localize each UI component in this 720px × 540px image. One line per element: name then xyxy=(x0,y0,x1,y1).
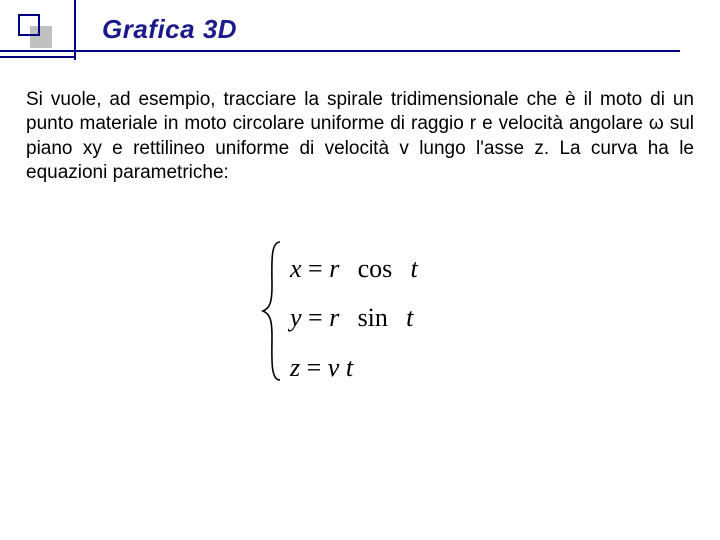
equation-row-2: y = r sin t xyxy=(290,293,418,342)
eq-var: r xyxy=(329,254,339,283)
equation-lines: x = r cos t y = r sin t z = v t xyxy=(290,244,418,392)
eq-space xyxy=(346,303,351,332)
eq-var: v xyxy=(328,353,340,382)
eq-space xyxy=(399,254,404,283)
slide-header: Grafica 3D xyxy=(0,0,720,60)
eq-fn: cos xyxy=(358,254,393,283)
header-underline-long xyxy=(0,50,680,52)
eq-arg: t xyxy=(406,303,413,332)
eq-var: r xyxy=(329,303,339,332)
eq-fn: sin xyxy=(358,303,388,332)
eq-lhs: y xyxy=(290,303,302,332)
eq-arg: t xyxy=(346,353,353,382)
header-underline-short xyxy=(0,56,74,58)
equation-row-3: z = v t xyxy=(290,343,418,392)
eq-lhs: z xyxy=(290,353,300,382)
left-brace-icon xyxy=(260,236,288,386)
eq-lhs: x xyxy=(290,254,302,283)
eq-space xyxy=(394,303,399,332)
eq-equals: = xyxy=(308,303,329,332)
eq-equals: = xyxy=(307,353,328,382)
body-paragraph: Si vuole, ad esempio, tracciare la spira… xyxy=(26,88,694,185)
equation-row-1: x = r cos t xyxy=(290,244,418,293)
slide-title: Grafica 3D xyxy=(102,14,237,45)
header-bullet-outline xyxy=(18,14,40,36)
eq-arg: t xyxy=(410,254,417,283)
eq-equals: = xyxy=(308,254,329,283)
eq-space xyxy=(346,254,351,283)
